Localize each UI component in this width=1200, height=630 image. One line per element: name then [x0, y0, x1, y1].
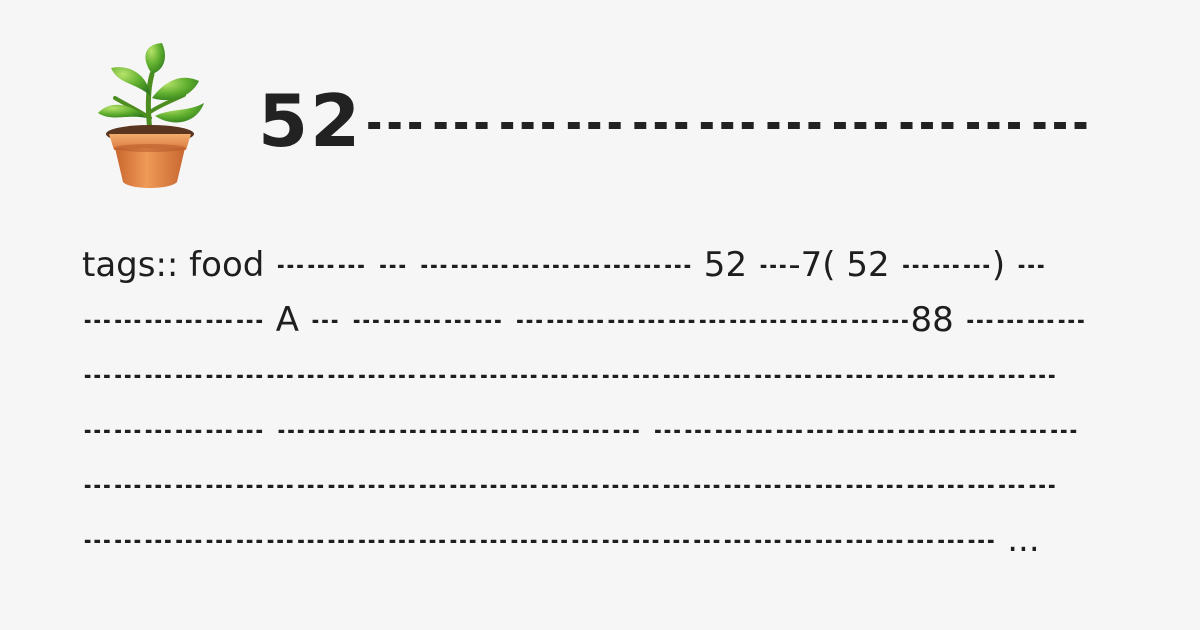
potted-plant-logo [98, 43, 204, 188]
page-excerpt: tags:: food 𝌀𝌀𝌀 𝌀 𝌀𝌀𝌀𝌀𝌀𝌀𝌀𝌀𝌀 52 𝌀-7( 52 𝌀… [82, 245, 1087, 560]
card-header: 52𝌀𝌀𝌀𝌀𝌀𝌀𝌀𝌀𝌀𝌀𝌀 [80, 40, 1140, 200]
potted-plant-icon [80, 40, 220, 190]
page-title: 52𝌀𝌀𝌀𝌀𝌀𝌀𝌀𝌀𝌀𝌀𝌀 [258, 79, 1095, 163]
